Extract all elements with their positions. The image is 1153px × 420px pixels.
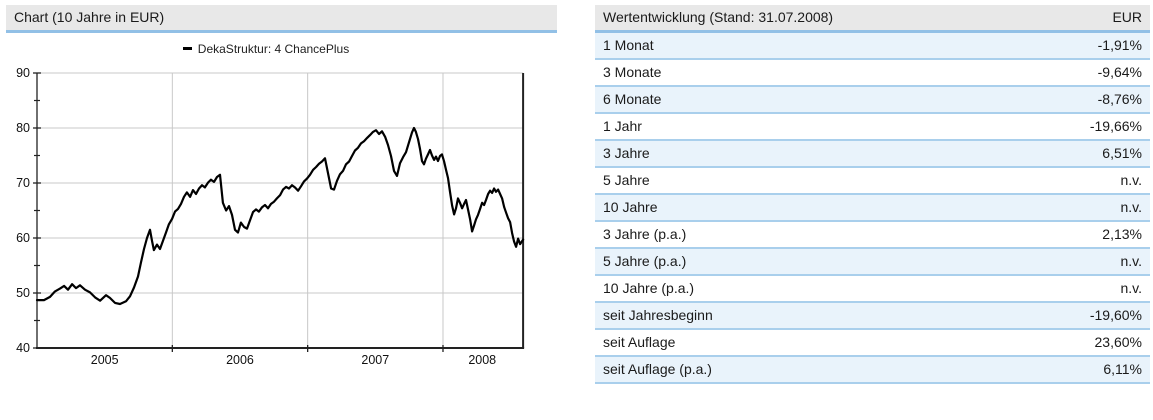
period-label: 1 Monat [603,37,654,53]
period-label: 5 Jahre [603,172,650,188]
period-label: 1 Jahr [603,118,642,134]
period-label: 10 Jahre [603,199,658,215]
performance-panel: Wertentwicklung (Stand: 31.07.2008) EUR … [595,5,1150,384]
performance-value: -1,91% [1097,37,1142,53]
currency-column-header: EUR [1112,9,1142,25]
x-axis-label: 2007 [361,353,389,367]
chart-panel: Chart (10 Jahre in EUR) DekaStruktur: 4 … [6,5,557,367]
period-label: 3 Monate [603,64,662,80]
y-axis-label: 90 [16,66,30,80]
period-label: seit Jahresbeginn [603,307,713,323]
performance-rows: 1 Monat -1,91% 3 Monate -9,64% 6 Monate -8,76… [595,33,1150,384]
table-row: 5 Jahre n.v. [595,168,1150,195]
chart-header-underline [6,30,557,33]
y-axis-label: 50 [16,286,30,300]
chart-title: Chart (10 Jahre in EUR) [14,9,165,25]
performance-value: 2,13% [1102,226,1142,242]
performance-value: 6,11% [1103,361,1142,377]
table-row: 3 Jahre (p.a.) 2,13% [595,222,1150,249]
table-row: 6 Monate -8,76% [595,87,1150,114]
legend-line-marker-icon [182,47,192,51]
performance-table-header: Wertentwicklung (Stand: 31.07.2008) EUR [595,5,1150,30]
period-label: 5 Jahre (p.a.) [603,253,687,269]
performance-value: n.v. [1120,172,1142,188]
performance-table-title: Wertentwicklung (Stand: 31.07.2008) [603,9,834,25]
performance-header-underline [595,30,1150,33]
table-row: 3 Monate -9,64% [595,60,1150,87]
price-chart: 40 50 60 70 80 90 2005 2006 2007 2008 [16,66,525,367]
table-row: 10 Jahre (p.a.) n.v. [595,276,1150,303]
series-line [35,126,525,306]
table-row: seit Auflage (p.a.) 6,11% [595,357,1150,384]
performance-value: -19,60% [1089,307,1142,323]
table-row: 5 Jahre (p.a.) n.v. [595,249,1150,276]
y-axis-label: 70 [16,176,30,190]
period-label: 10 Jahre (p.a.) [603,280,695,296]
table-row: seit Jahresbeginn -19,60% [595,303,1150,330]
y-axis-label: 40 [16,341,30,355]
performance-value: n.v. [1120,199,1142,215]
table-row: 3 Jahre 6,51% [595,141,1150,168]
table-row: seit Auflage 23,60% [595,330,1150,357]
period-label: 6 Monate [603,91,662,107]
performance-value: -8,76% [1097,91,1142,107]
performance-value: 23,60% [1094,334,1142,350]
y-axis-label: 60 [16,231,30,245]
y-axis-label: 80 [16,121,30,135]
performance-value: n.v. [1120,280,1142,296]
performance-value: -9,64% [1097,64,1142,80]
x-axis-label: 2005 [91,353,119,367]
performance-value: n.v. [1120,253,1142,269]
table-row: 1 Monat -1,91% [595,33,1150,60]
period-label: seit Auflage (p.a.) [603,361,712,377]
period-label: 3 Jahre (p.a.) [603,226,687,242]
performance-value: -19,66% [1089,118,1142,134]
x-axis-label: 2008 [468,353,496,367]
table-row: 10 Jahre n.v. [595,195,1150,222]
period-label: 3 Jahre [603,145,650,161]
x-axis-label: 2006 [226,353,254,367]
performance-value: 6,51% [1102,145,1142,161]
legend-series-label: DekaStruktur: 4 ChancePlus [197,42,350,56]
chart-header: Chart (10 Jahre in EUR) [6,5,557,30]
chart-legend: DekaStruktur: 4 ChancePlus [6,42,526,56]
table-row: 1 Jahr -19,66% [595,114,1150,141]
period-label: seit Auflage [603,334,676,350]
